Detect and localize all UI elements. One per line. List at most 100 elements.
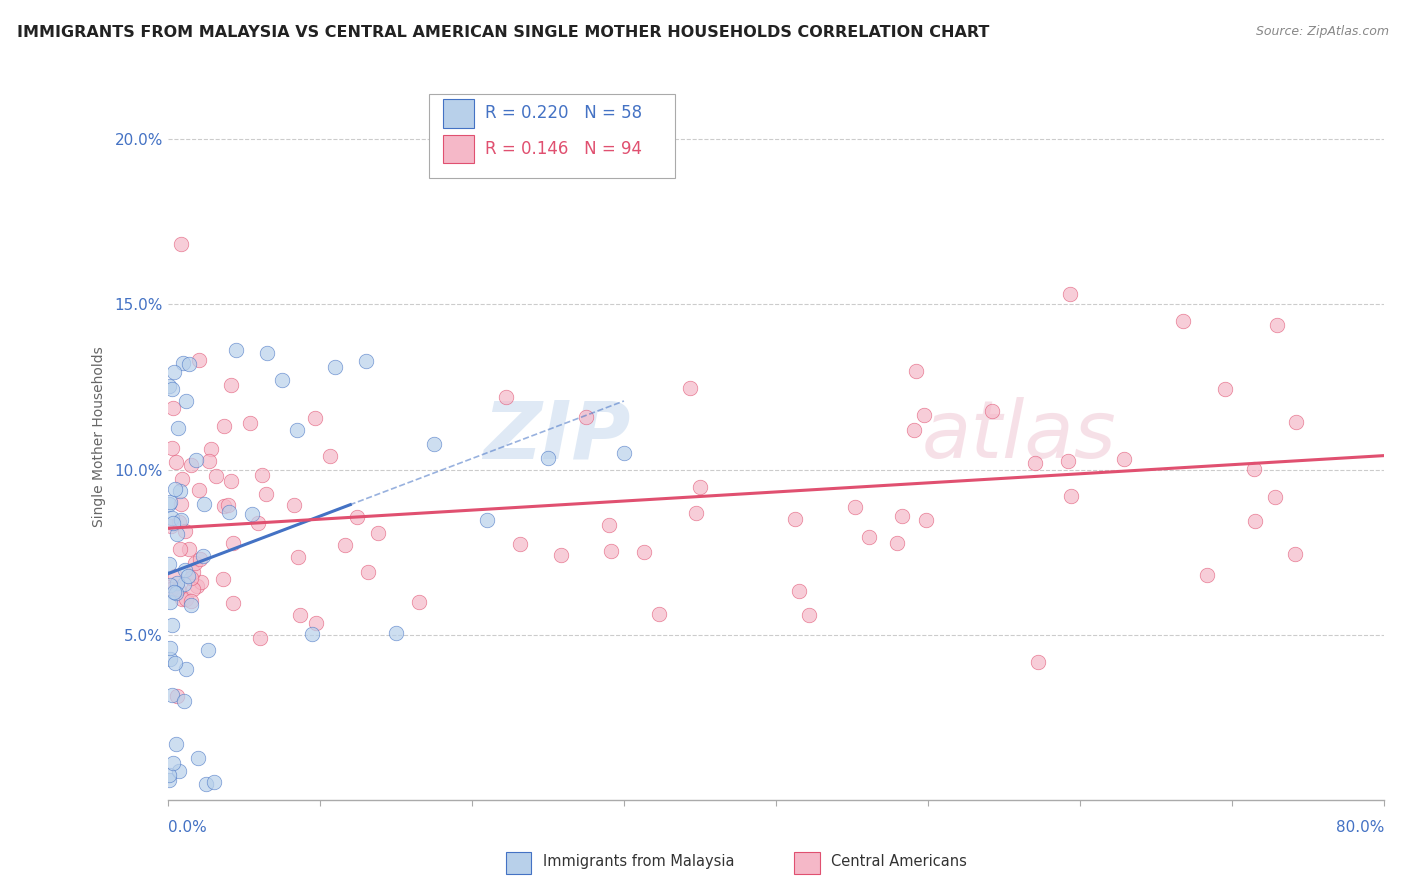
Point (191, 549, 214, 564)
Point (170, 472, 193, 486)
Point (188, 552, 211, 566)
Text: Immigrants from Malaysia: Immigrants from Malaysia (543, 854, 734, 869)
Point (221, 474, 243, 488)
Point (167, 764, 190, 779)
Point (190, 574, 212, 589)
Point (173, 524, 195, 539)
Point (219, 378, 242, 392)
Point (249, 631, 271, 645)
Point (509, 537, 531, 551)
Point (305, 616, 328, 631)
Point (304, 411, 326, 425)
Point (160, 442, 183, 456)
Point (222, 597, 245, 611)
Point (408, 595, 430, 609)
Point (193, 497, 215, 511)
Point (162, 401, 184, 415)
Point (915, 513, 938, 527)
Point (177, 569, 200, 583)
Point (905, 364, 928, 378)
Point (181, 582, 204, 597)
Text: R = 0.220   N = 58: R = 0.220 N = 58 (485, 104, 643, 122)
Point (217, 498, 239, 512)
Point (212, 419, 235, 434)
Point (202, 775, 225, 789)
Point (599, 544, 621, 558)
Point (283, 499, 305, 513)
Point (356, 565, 378, 579)
Point (180, 594, 202, 608)
Point (187, 751, 209, 765)
Point (285, 423, 308, 437)
Point (163, 656, 186, 670)
Point (844, 500, 866, 514)
Point (180, 458, 202, 472)
Point (1057, 454, 1080, 468)
Point (165, 586, 187, 600)
Point (166, 575, 188, 590)
Point (254, 487, 277, 501)
Point (346, 510, 368, 524)
Point (1171, 314, 1194, 328)
Point (633, 545, 655, 559)
Point (912, 408, 935, 422)
Point (212, 572, 235, 586)
Point (174, 592, 197, 607)
Text: ZIP: ZIP (482, 398, 630, 475)
Point (1213, 382, 1236, 396)
Point (165, 455, 187, 469)
Point (160, 519, 183, 533)
Point (214, 499, 236, 513)
Point (169, 542, 191, 557)
Point (166, 420, 188, 434)
Point (271, 373, 294, 387)
Point (181, 565, 204, 579)
Point (240, 507, 263, 521)
Point (169, 484, 191, 499)
Point (184, 453, 207, 467)
Point (174, 393, 197, 408)
Point (980, 403, 1002, 417)
Point (170, 237, 193, 252)
Point (886, 535, 908, 549)
Point (195, 777, 218, 791)
Point (188, 483, 211, 498)
Point (170, 497, 193, 511)
Point (170, 512, 193, 526)
Point (222, 536, 245, 550)
Point (157, 378, 180, 392)
Point (797, 608, 820, 623)
Point (1197, 568, 1219, 582)
Point (162, 579, 184, 593)
Point (1026, 655, 1049, 669)
Point (167, 515, 190, 529)
Point (613, 446, 636, 460)
Point (165, 738, 187, 752)
Point (157, 557, 180, 571)
Point (648, 607, 671, 621)
Point (174, 563, 197, 577)
Point (903, 423, 925, 437)
Point (225, 343, 247, 357)
Point (159, 652, 181, 666)
Text: 80.0%: 80.0% (1336, 821, 1384, 835)
Point (159, 641, 181, 656)
Point (689, 480, 711, 494)
Point (354, 354, 377, 368)
Point (166, 582, 188, 597)
Point (537, 450, 560, 465)
Point (159, 595, 181, 609)
Point (858, 530, 880, 544)
Point (495, 390, 517, 404)
Point (1267, 318, 1289, 332)
Point (204, 469, 226, 483)
Point (180, 599, 202, 613)
Text: atlas: atlas (922, 398, 1116, 475)
Y-axis label: Single Mother Households: Single Mother Households (93, 346, 107, 527)
Point (319, 449, 342, 463)
Text: 0.0%: 0.0% (167, 821, 207, 835)
Point (1243, 461, 1265, 475)
Point (218, 505, 240, 519)
Text: Central Americans: Central Americans (831, 854, 967, 869)
Point (1243, 514, 1265, 528)
